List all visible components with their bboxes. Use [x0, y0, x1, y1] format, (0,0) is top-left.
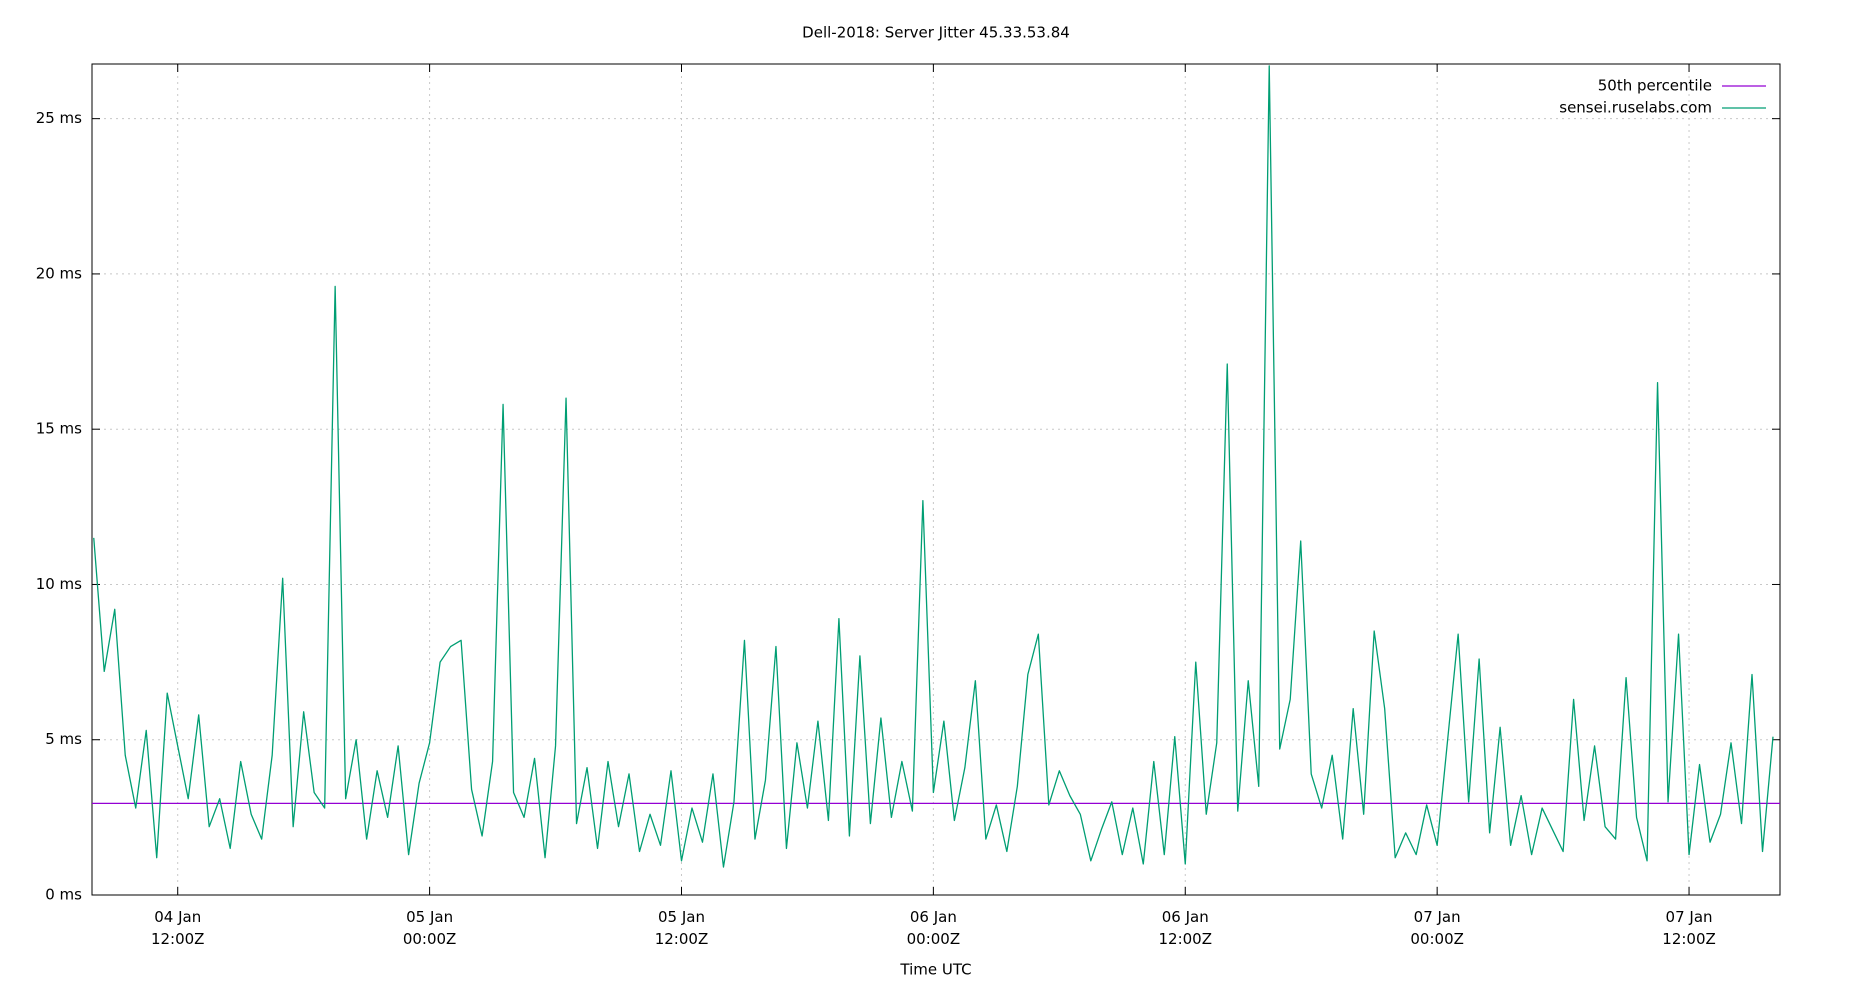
x-tick-label: 07 Jan 12:00Z: [1662, 908, 1716, 948]
y-tick-label: 20 ms: [36, 264, 82, 282]
x-tick-label: 05 Jan 12:00Z: [655, 908, 709, 948]
x-tick-label: 04 Jan 12:00Z: [151, 908, 205, 948]
x-tick-label: 05 Jan 00:00Z: [403, 908, 457, 948]
legend-label: sensei.ruselabs.com: [1559, 99, 1712, 117]
series-line: [93, 65, 1774, 868]
x-tick-label: 06 Jan 00:00Z: [907, 908, 961, 948]
y-tick-label: 25 ms: [36, 109, 82, 127]
y-tick-label: 15 ms: [36, 420, 82, 438]
x-tick-label: 07 Jan 00:00Z: [1410, 908, 1464, 948]
y-tick-label: 10 ms: [36, 575, 82, 593]
y-tick-label: 0 ms: [45, 886, 82, 904]
plot-frame: [91, 63, 1781, 896]
legend-label: 50th percentile: [1598, 77, 1712, 95]
chart-title: Dell-2018: Server Jitter 45.33.53.84: [802, 24, 1070, 42]
y-tick-label: 5 ms: [45, 730, 82, 748]
x-tick-label: 06 Jan 12:00Z: [1159, 908, 1213, 948]
x-axis-label: Time UTC: [899, 961, 971, 979]
